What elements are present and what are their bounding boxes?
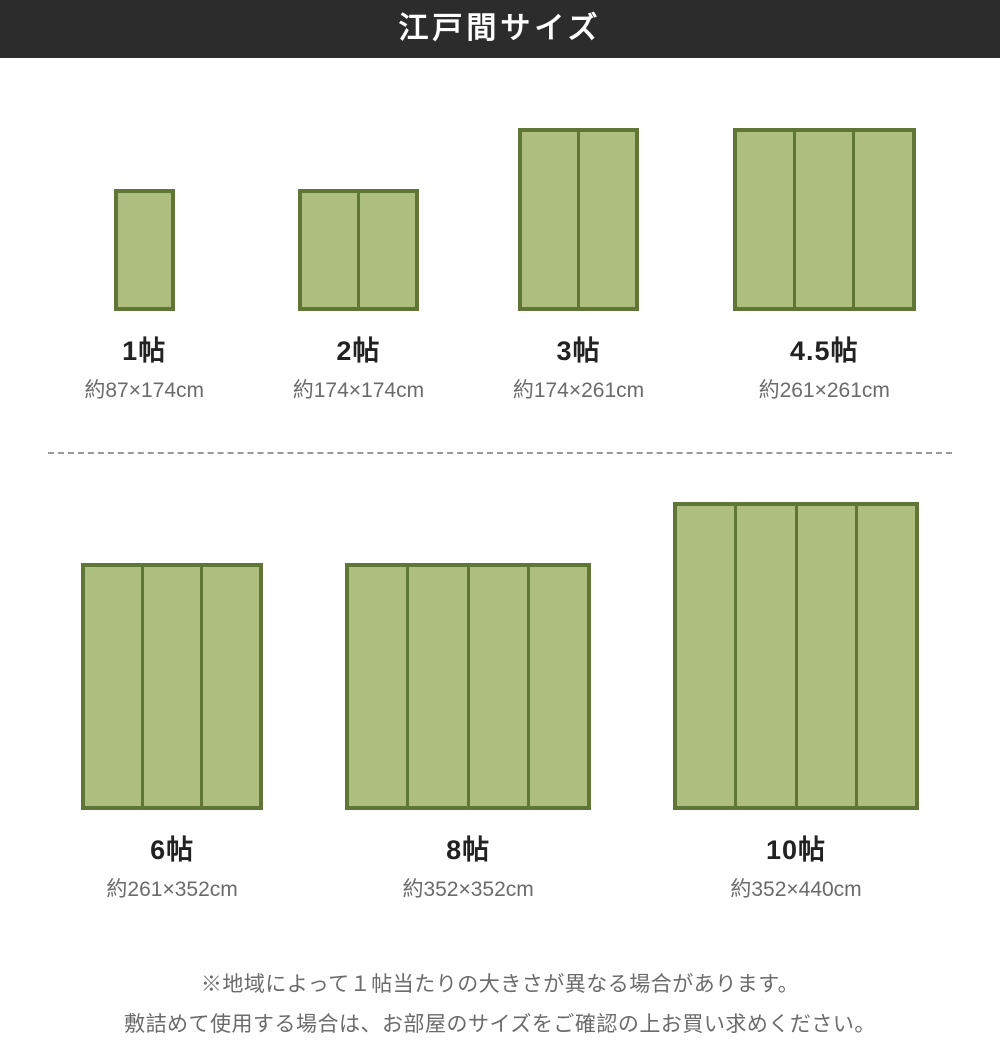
size-label: 4.5帖 bbox=[790, 329, 859, 368]
tatami-panel bbox=[360, 193, 415, 307]
size-item: 6帖約261×352cm bbox=[81, 563, 264, 902]
size-item: 1帖約87×174cm bbox=[84, 189, 204, 404]
row-divider bbox=[48, 452, 952, 454]
tatami-panel bbox=[144, 567, 203, 805]
size-item: 8帖約352×352cm bbox=[345, 563, 591, 902]
size-label: 6帖 bbox=[150, 828, 194, 867]
tatami-diagram bbox=[114, 189, 175, 311]
size-item: 2帖約174×174cm bbox=[293, 189, 424, 404]
tatami-panel bbox=[349, 567, 409, 805]
footnote-line-1: ※地域によって１帖当たりの大きさが異なる場合があります。 bbox=[40, 965, 960, 1005]
size-dimensions: 約174×174cm bbox=[293, 374, 424, 404]
tatami-panel bbox=[580, 132, 635, 307]
tatami-panel bbox=[796, 132, 855, 307]
tatami-diagram bbox=[81, 563, 264, 809]
tatami-panel bbox=[530, 567, 587, 805]
size-item: 3帖約174×261cm bbox=[513, 128, 644, 404]
tatami-panel bbox=[302, 193, 360, 307]
size-dimensions: 約174×261cm bbox=[513, 374, 644, 404]
size-item: 10帖約352×440cm bbox=[673, 502, 919, 903]
tatami-panel bbox=[855, 132, 911, 307]
size-item: 4.5帖約261×261cm bbox=[733, 128, 916, 404]
size-label: 8帖 bbox=[446, 828, 490, 867]
footnote-line-2: 敷詰めて使用する場合は、お部屋のサイズをご確認の上お買い求めください。 bbox=[40, 1005, 960, 1044]
tatami-diagram bbox=[733, 128, 916, 311]
tatami-panel bbox=[203, 567, 259, 805]
size-label: 3帖 bbox=[556, 329, 600, 368]
tatami-panel bbox=[677, 506, 737, 806]
header-title: 江戸間サイズ bbox=[398, 12, 601, 45]
size-dimensions: 約87×174cm bbox=[84, 374, 204, 404]
tatami-panel bbox=[798, 506, 858, 806]
tatami-panel bbox=[737, 132, 796, 307]
footnote: ※地域によって１帖当たりの大きさが異なる場合があります。 敷詰めて使用する場合は… bbox=[40, 965, 960, 1044]
size-row-2: 6帖約261×352cm 8帖約352×352cm 10帖約352×440cm bbox=[40, 502, 960, 903]
tatami-diagram bbox=[345, 563, 591, 809]
tatami-panel bbox=[522, 132, 580, 307]
tatami-panel bbox=[858, 506, 915, 806]
size-dimensions: 約261×352cm bbox=[106, 873, 237, 903]
header-bar: 江戸間サイズ bbox=[0, 0, 1000, 58]
tatami-panel bbox=[85, 567, 144, 805]
size-row-1: 1帖約87×174cm 2帖約174×174cm 3帖約174×261cm 4.5帖約… bbox=[40, 128, 960, 404]
tatami-diagram bbox=[518, 128, 640, 311]
content: 1帖約87×174cm 2帖約174×174cm 3帖約174×261cm 4.5帖約… bbox=[0, 58, 1000, 1044]
size-dimensions: 約352×352cm bbox=[402, 873, 533, 903]
size-dimensions: 約352×440cm bbox=[730, 873, 861, 903]
tatami-panel bbox=[118, 193, 171, 307]
size-label: 10帖 bbox=[766, 828, 826, 867]
tatami-panel bbox=[409, 567, 469, 805]
tatami-diagram bbox=[673, 502, 919, 810]
size-dimensions: 約261×261cm bbox=[759, 374, 890, 404]
tatami-panel bbox=[470, 567, 530, 805]
tatami-panel bbox=[737, 506, 797, 806]
size-label: 1帖 bbox=[122, 329, 166, 368]
tatami-diagram bbox=[298, 189, 420, 311]
size-label: 2帖 bbox=[336, 329, 380, 368]
